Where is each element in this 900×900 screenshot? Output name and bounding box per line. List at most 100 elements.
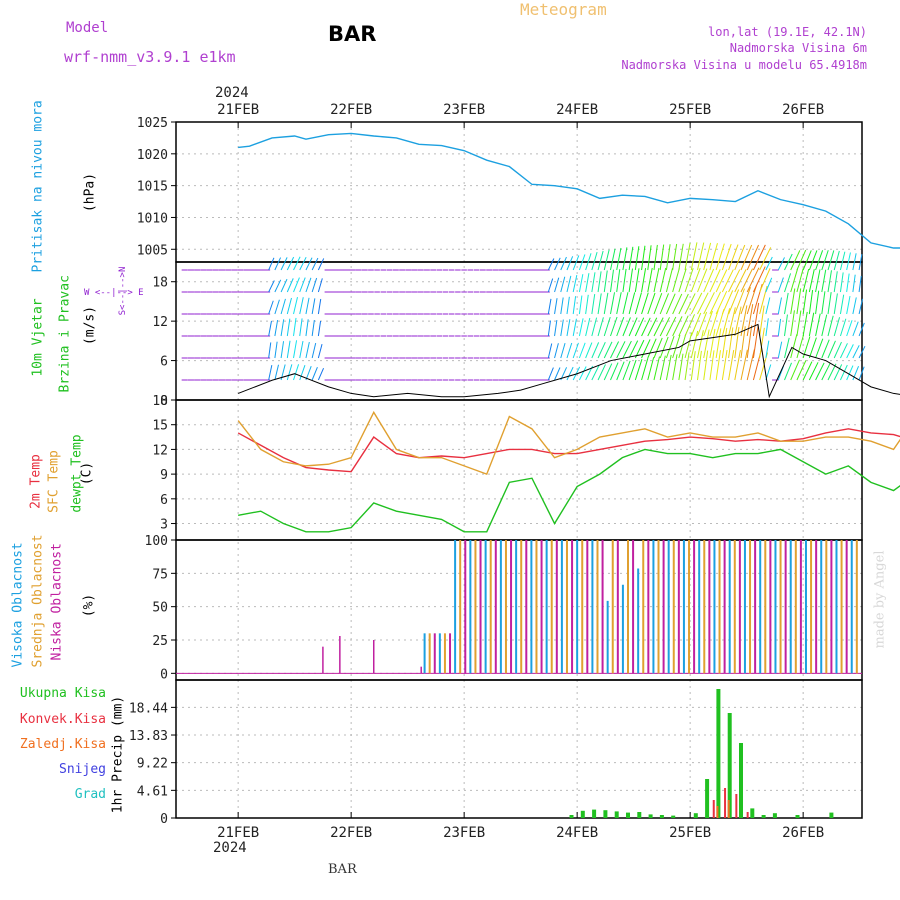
wind-arrow [659,336,669,359]
wind-arrow [634,339,645,359]
wind-arrow [784,273,792,293]
wind-arrows [181,242,866,381]
wind-arrow [566,319,571,337]
wind-arrow [777,341,783,359]
wind-arrow [802,289,808,315]
wind-arrow [715,290,728,315]
wind-arrow [709,350,715,381]
wind-arrow [765,277,773,293]
wind-arrow [603,341,613,359]
wind-arrow [784,292,789,315]
wind-arrow [268,257,275,271]
wind-arrow [560,342,566,359]
wind-arrow [293,256,301,271]
value-tick-label: 9.22 [137,757,168,772]
wind-arrow [311,342,317,359]
precip-bar-total [659,815,664,818]
wind-arrow [665,268,674,293]
wind-arrow [665,354,672,381]
wind-arrow [317,278,323,293]
wind-arrow [734,269,747,293]
wind-arrow [628,340,639,359]
wind-speed-line [237,323,900,399]
wind-arrow [672,334,681,359]
wind-arrow [821,291,826,315]
wind-arrow [591,342,600,359]
wind-arrow [597,293,602,315]
precip-bar-total [671,815,676,818]
wind-arrow [622,247,628,271]
wind-arrow [317,320,322,337]
wind-arrow [293,340,298,359]
wind-arrow [672,268,680,293]
wind-arrow [690,242,698,271]
wind-arrow [293,317,297,337]
value-tick-label: 6 [160,493,168,508]
wind-arrow [585,253,592,271]
wind-arrow [659,355,666,381]
wind-arrow [603,249,610,271]
pressure-line [238,132,900,249]
wind-arrow [311,298,316,315]
value-tick-label: 12 [152,315,168,330]
wind-arrow [759,285,768,315]
panel-frame-precip [175,679,863,819]
wind-arrow [846,320,853,337]
wind-arrow [796,310,802,337]
wind-arrow [280,278,288,293]
wind-arrow [311,320,315,337]
wind-arrow [765,256,773,271]
wind-arrow [858,275,862,293]
value-tick-label: 18 [152,394,168,409]
wind-arrow [759,247,772,271]
wind-arrow [647,357,655,381]
wind-arrow [808,337,817,359]
wind-arrow [852,345,860,359]
precip-bar-total [829,812,834,818]
wind-arrow [684,352,690,381]
wind-arrow [815,338,824,359]
value-tick-label: 1005 [137,243,168,258]
wind-arrow [815,362,825,381]
wind-arrow [684,332,693,359]
wind-arrow [591,272,596,293]
station-title: BAR [328,22,377,46]
wind-arrow [684,268,694,293]
wind-arrow [678,333,687,359]
precip-bar-conv [724,788,727,818]
wind-arrow [616,292,622,315]
wind-arrow [858,366,865,381]
wind-arrow [293,277,300,293]
temp-sfc-line [237,410,900,476]
precip-bar-conv [712,800,715,818]
wind-arrow [622,292,629,315]
wind-arrow [827,340,836,359]
wind-arrow [634,268,640,293]
wind-arrow [777,297,782,315]
wind-arrow [591,294,596,315]
wind-arrow [305,319,309,337]
wind-arrow [653,244,658,271]
wind-arrow [709,291,722,315]
wind-arrow [585,317,591,337]
value-tick-label: 6 [160,355,168,370]
wind-arrow [728,349,735,381]
wind-arrow [641,292,649,315]
wind-arrow [796,249,807,271]
wind-arrow [715,328,722,359]
wind-arrow [684,293,696,315]
precip-bar-total [727,713,732,818]
wind-arrow [690,330,699,359]
wind-arrow [634,246,640,271]
wind-arrow [821,314,828,337]
wind-arrow [672,293,683,315]
wind-arrow [616,247,622,271]
wind-arrow [715,350,721,381]
wind-arrow [299,256,307,271]
wind-arrow [796,288,802,315]
wind-arrow [572,296,577,315]
wind-arrow [585,294,589,315]
wind-arrow [659,244,665,271]
wind-arrow [554,367,561,381]
value-tick-label: 3 [160,518,168,533]
